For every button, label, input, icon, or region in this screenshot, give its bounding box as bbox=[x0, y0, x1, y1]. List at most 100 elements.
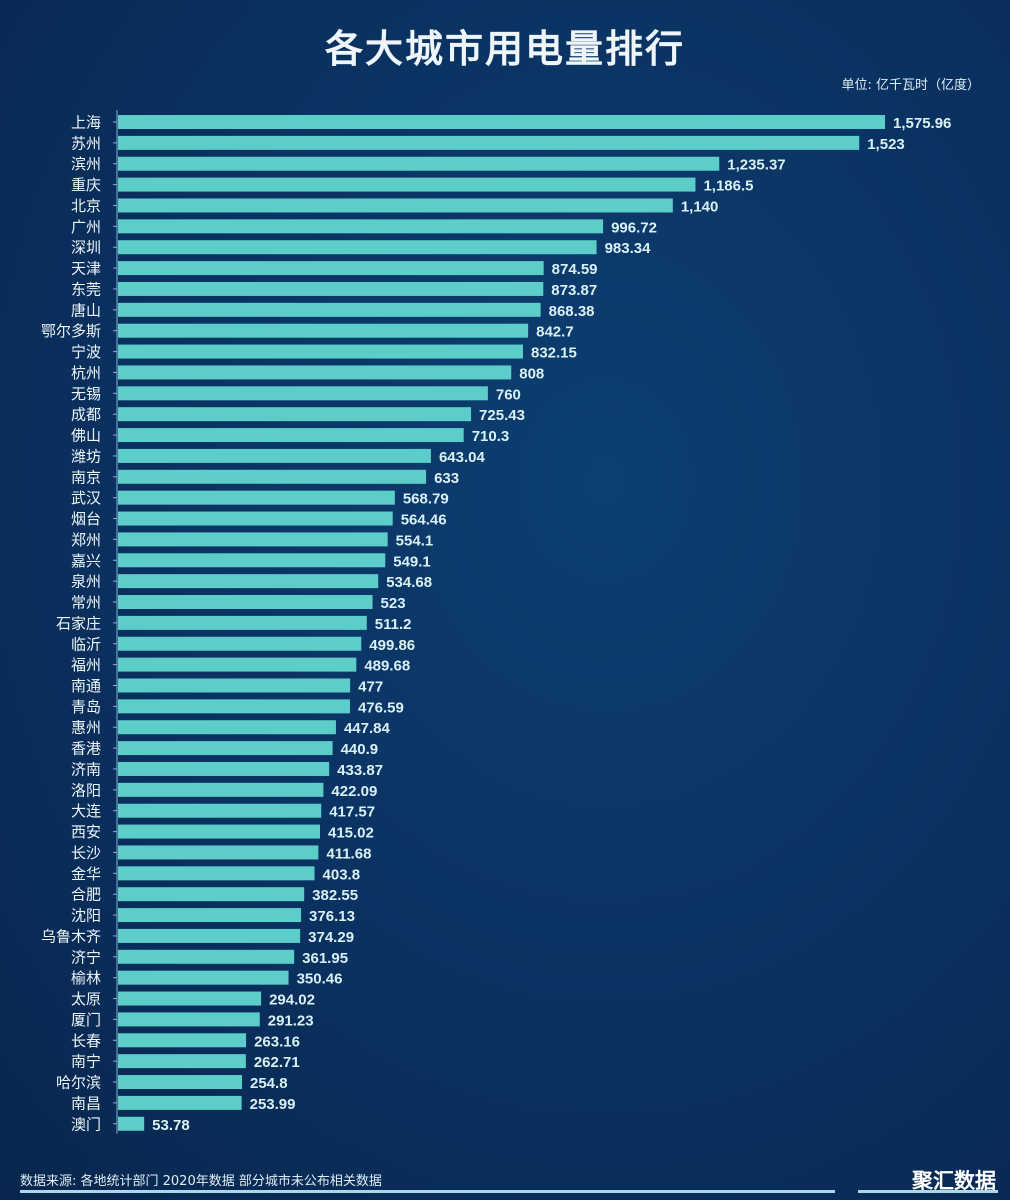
bar bbox=[118, 1116, 145, 1131]
category-label: 武汉 bbox=[71, 489, 101, 507]
value-label: 832.15 bbox=[531, 345, 577, 362]
value-label: 511.2 bbox=[375, 616, 412, 633]
value-label: 1,186.5 bbox=[703, 178, 753, 195]
value-label: 554.1 bbox=[396, 532, 434, 549]
value-label: 643.04 bbox=[439, 449, 486, 466]
value-label: 760 bbox=[496, 386, 521, 403]
bar bbox=[118, 1075, 243, 1090]
category-label: 上海 bbox=[71, 114, 101, 132]
bar bbox=[118, 720, 336, 735]
category-label: 宁波 bbox=[71, 343, 101, 361]
bar bbox=[118, 323, 529, 338]
value-label: 254.8 bbox=[250, 1075, 288, 1092]
category-label: 长春 bbox=[71, 1032, 101, 1050]
bar bbox=[118, 1095, 242, 1110]
bar bbox=[118, 803, 322, 818]
chart-title: 各大城市用电量排行 bbox=[324, 27, 685, 71]
bar bbox=[118, 970, 289, 985]
category-label: 澳门 bbox=[71, 1115, 101, 1133]
value-label: 489.68 bbox=[364, 658, 410, 675]
value-label: 710.3 bbox=[472, 428, 510, 445]
bar bbox=[118, 198, 673, 213]
value-label: 253.99 bbox=[250, 1096, 296, 1113]
bar bbox=[118, 553, 386, 568]
bar bbox=[118, 1054, 246, 1069]
category-label: 天津 bbox=[71, 260, 101, 278]
bar bbox=[118, 386, 488, 401]
bar bbox=[118, 845, 319, 860]
value-label: 633 bbox=[434, 470, 459, 487]
value-label: 1,523 bbox=[867, 136, 905, 153]
value-label: 534.68 bbox=[386, 574, 432, 591]
value-label: 873.87 bbox=[551, 282, 597, 299]
value-label: 874.59 bbox=[552, 261, 598, 278]
value-label: 262.71 bbox=[254, 1054, 300, 1071]
category-label: 洛阳 bbox=[71, 781, 101, 799]
category-label: 临沂 bbox=[71, 635, 101, 653]
data-source-note: 数据来源: 各地统计部门 2020年数据 部分城市未公布相关数据 bbox=[20, 1174, 382, 1189]
bar bbox=[118, 887, 305, 902]
value-label: 868.38 bbox=[549, 303, 595, 320]
bar bbox=[118, 490, 395, 505]
value-label: 382.55 bbox=[312, 887, 358, 904]
value-label: 374.29 bbox=[308, 929, 354, 946]
bar bbox=[118, 782, 324, 797]
value-label: 411.68 bbox=[326, 845, 371, 862]
category-label: 广州 bbox=[71, 218, 101, 236]
value-label: 477 bbox=[358, 678, 383, 695]
footer-divider bbox=[20, 1190, 835, 1193]
bar bbox=[118, 991, 262, 1006]
value-label: 433.87 bbox=[337, 762, 383, 779]
bar bbox=[118, 302, 541, 317]
category-label: 烟台 bbox=[71, 510, 101, 528]
value-label: 376.13 bbox=[309, 908, 355, 925]
value-label: 350.46 bbox=[297, 971, 343, 988]
category-label: 榆林 bbox=[71, 969, 101, 987]
bar bbox=[118, 407, 472, 422]
category-label: 鄂尔多斯 bbox=[41, 322, 101, 340]
value-label: 1,140 bbox=[681, 198, 719, 215]
category-label: 常州 bbox=[71, 594, 101, 612]
value-label: 725.43 bbox=[479, 407, 525, 424]
category-label: 厦门 bbox=[71, 1011, 101, 1029]
value-label: 1,235.37 bbox=[727, 157, 785, 174]
category-label: 石家庄 bbox=[56, 614, 101, 632]
value-label: 422.09 bbox=[331, 783, 377, 800]
value-label: 403.8 bbox=[323, 866, 361, 883]
value-label: 53.78 bbox=[152, 1117, 190, 1134]
value-label: 440.9 bbox=[341, 741, 379, 758]
category-label: 西安 bbox=[71, 823, 101, 841]
bar bbox=[118, 219, 604, 234]
category-label: 合肥 bbox=[71, 886, 101, 904]
unit-label: 单位: 亿千瓦时（亿度） bbox=[841, 78, 980, 93]
bar bbox=[118, 261, 544, 276]
bar bbox=[118, 177, 696, 192]
value-label: 549.1 bbox=[393, 553, 431, 570]
value-label: 808 bbox=[519, 365, 544, 382]
bar bbox=[118, 741, 333, 756]
value-label: 499.86 bbox=[369, 637, 415, 654]
bar bbox=[118, 511, 393, 526]
value-label: 842.7 bbox=[536, 324, 574, 341]
category-label: 北京 bbox=[71, 197, 101, 215]
value-label: 294.02 bbox=[269, 992, 315, 1009]
category-label: 乌鲁木齐 bbox=[41, 927, 101, 945]
bar bbox=[118, 595, 373, 610]
bar bbox=[118, 866, 315, 881]
bar bbox=[118, 699, 350, 714]
category-label: 深圳 bbox=[71, 239, 101, 257]
category-label: 唐山 bbox=[71, 301, 101, 319]
value-label: 263.16 bbox=[254, 1033, 300, 1050]
bar bbox=[118, 115, 885, 129]
value-label: 417.57 bbox=[329, 804, 375, 821]
bar bbox=[118, 615, 367, 630]
value-label: 996.72 bbox=[611, 219, 657, 236]
value-label: 1,575.96 bbox=[893, 115, 951, 132]
bar bbox=[118, 281, 544, 296]
category-label: 滨州 bbox=[71, 155, 101, 173]
category-label: 郑州 bbox=[71, 531, 101, 549]
bar bbox=[118, 156, 720, 171]
category-label: 成都 bbox=[71, 406, 101, 424]
category-label: 香港 bbox=[71, 740, 101, 758]
category-label: 大连 bbox=[71, 802, 101, 820]
